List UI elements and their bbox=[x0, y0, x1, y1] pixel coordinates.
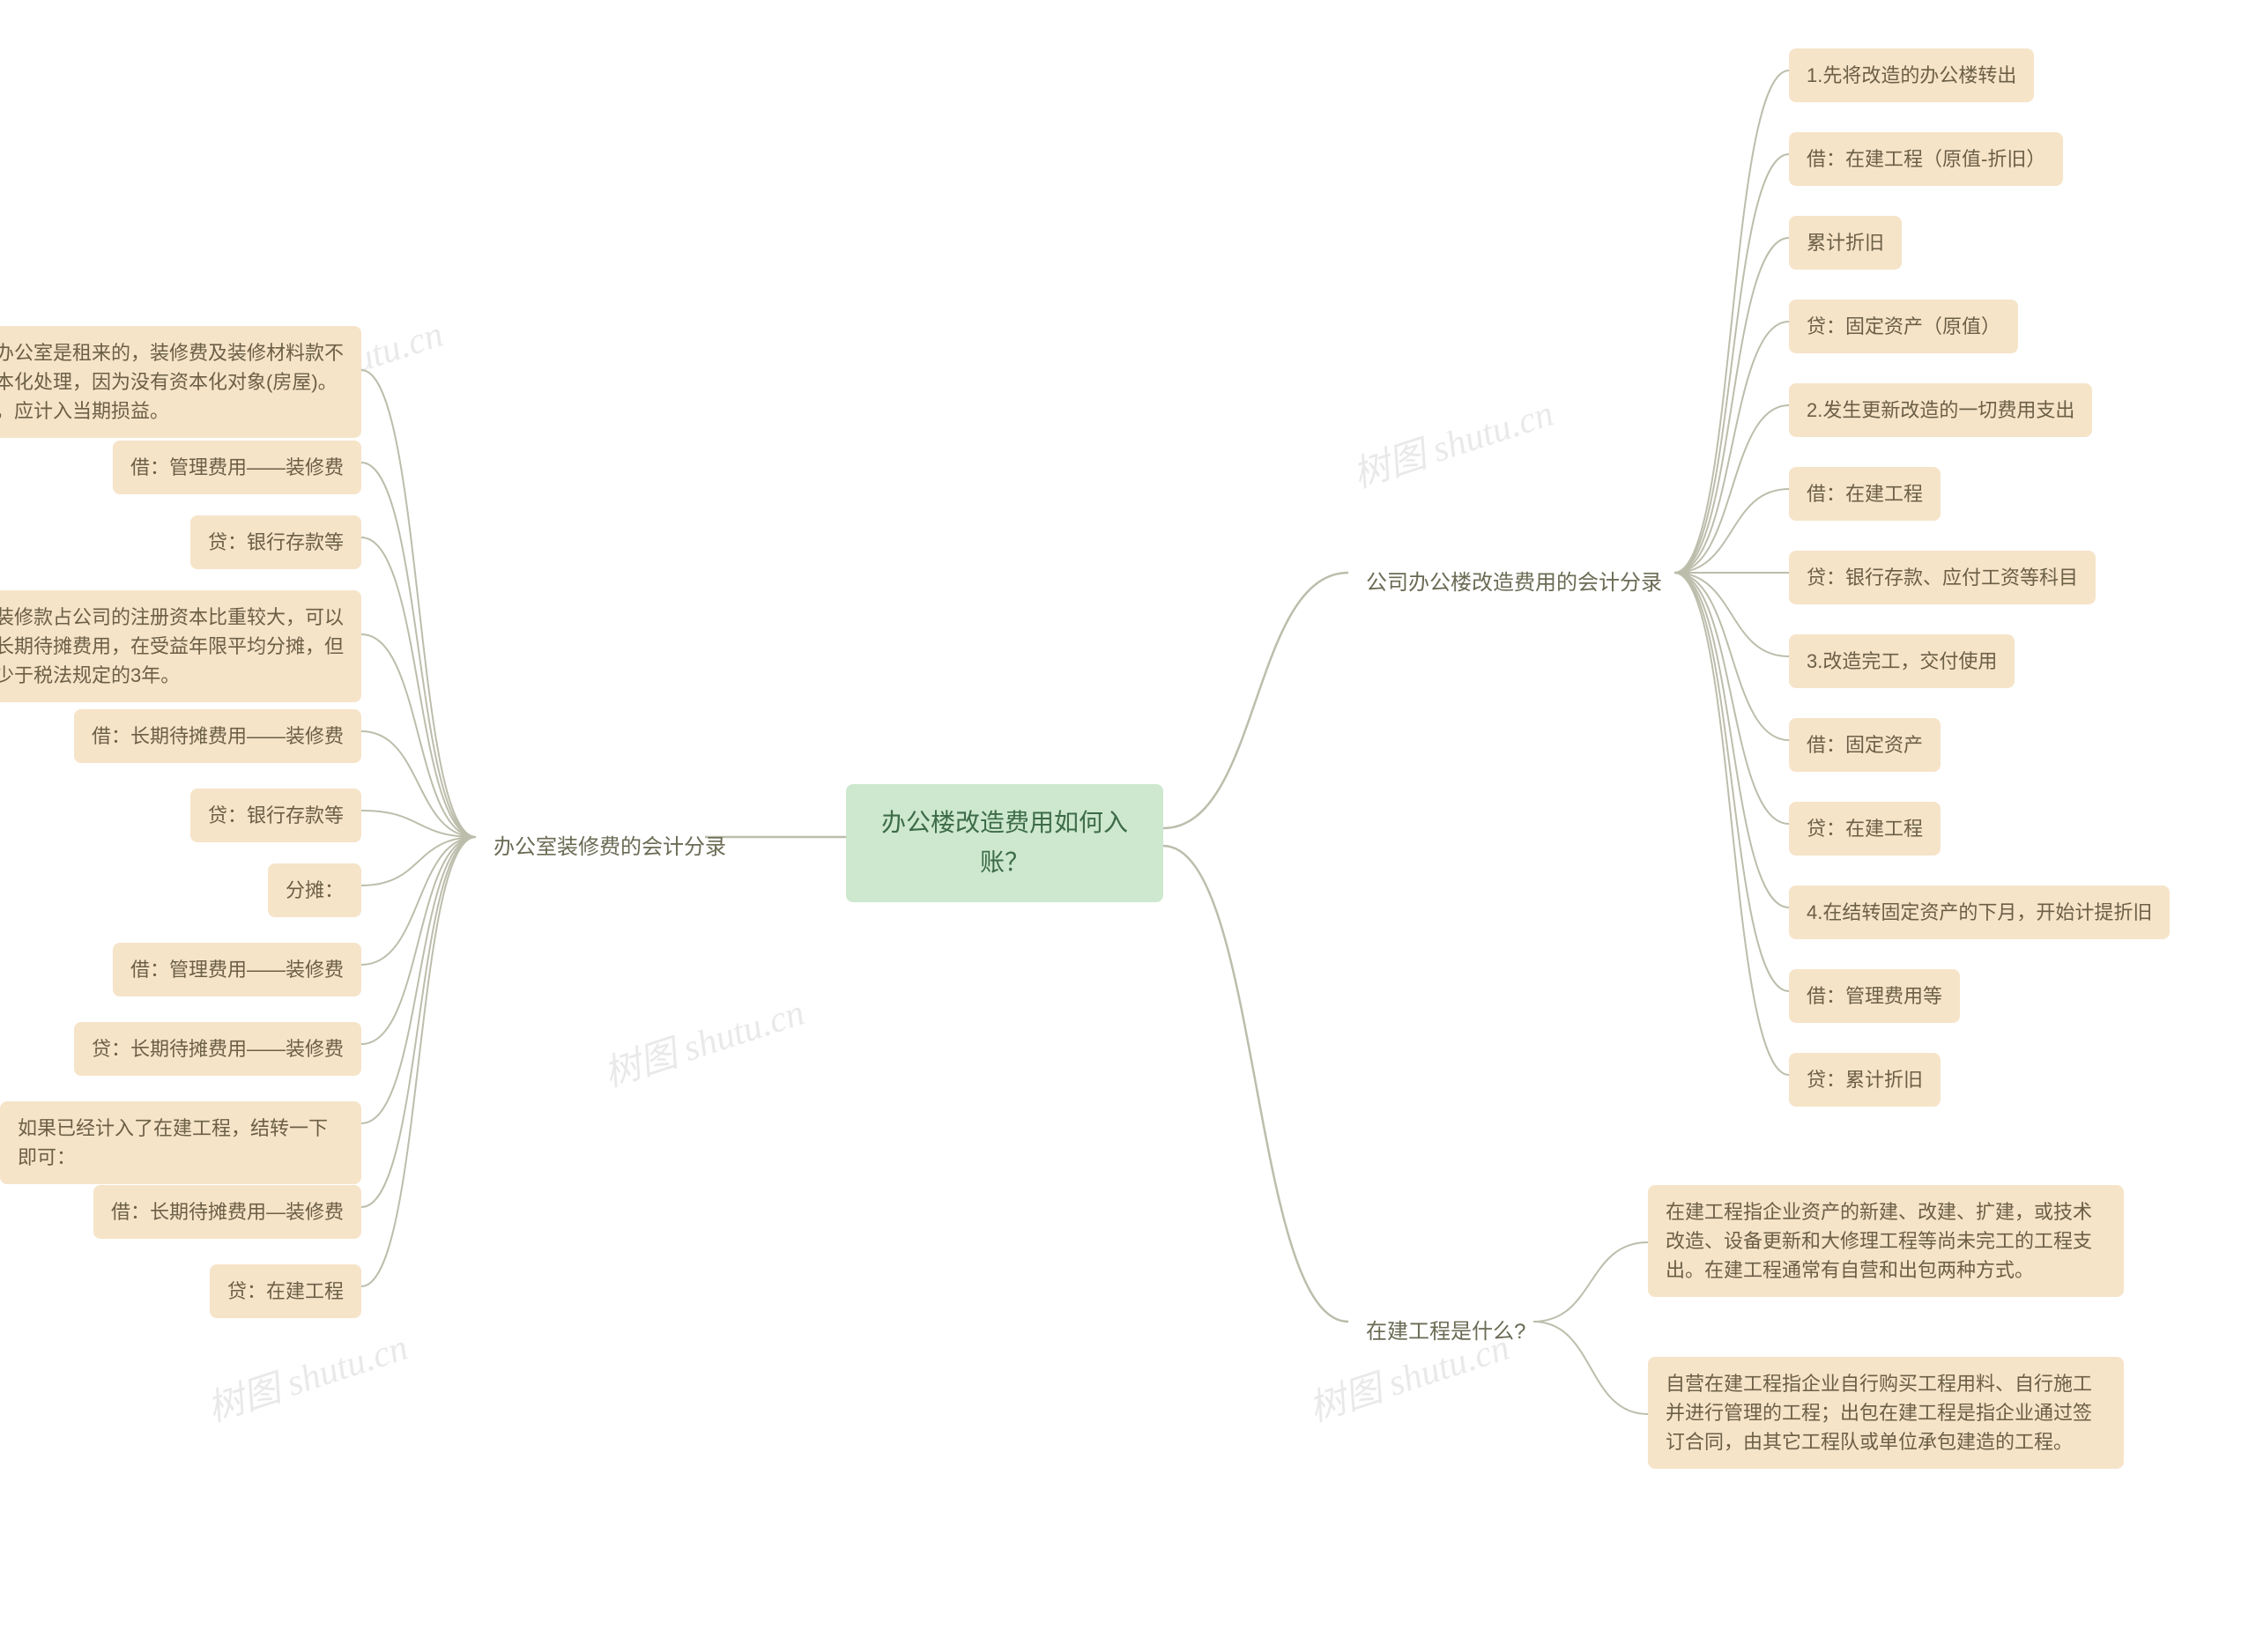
leaf-text: 4.在结转固定资产的下月，开始计提折旧 bbox=[1807, 898, 2152, 927]
leaf-text: 借：长期待摊费用——装修费 bbox=[92, 722, 344, 751]
leaf-r1-5: 借：在建工程 bbox=[1789, 467, 1941, 521]
leaf-text: 如果装修款占公司的注册资本比重较大，可以计入长期待摊费用，在受益年限平均分摊，但… bbox=[0, 603, 344, 690]
leaf-r1-2: 累计折旧 bbox=[1789, 216, 1902, 270]
leaf-text: 借：管理费用——装修费 bbox=[130, 453, 344, 482]
leaf-l1-1: 借：管理费用——装修费 bbox=[113, 441, 361, 494]
leaf-r1-1: 借：在建工程（原值-折旧） bbox=[1789, 132, 2063, 186]
leaf-r1-10: 4.在结转固定资产的下月，开始计提折旧 bbox=[1789, 885, 2170, 939]
leaf-text: 如果已经计入了在建工程，结转一下即可： bbox=[18, 1114, 344, 1172]
leaf-text: 贷：银行存款、应付工资等科目 bbox=[1807, 563, 2078, 592]
leaf-r1-0: 1.先将改造的办公楼转出 bbox=[1789, 48, 2034, 102]
branch-left1: 办公室装修费的会计分录 bbox=[476, 819, 744, 876]
leaf-text: 贷：累计折旧 bbox=[1807, 1065, 1923, 1094]
leaf-l1-9: 如果已经计入了在建工程，结转一下即可： bbox=[0, 1101, 361, 1184]
leaf-r1-8: 借：固定资产 bbox=[1789, 718, 1941, 772]
leaf-text: 借：管理费用等 bbox=[1807, 982, 1942, 1011]
leaf-text: 借：长期待摊费用—装修费 bbox=[111, 1197, 344, 1226]
leaf-l1-0: 如果办公室是租来的，装修费及装修材料款不能资本化处理，因为没有资本化对象(房屋)… bbox=[0, 326, 361, 438]
leaf-r2-1: 自营在建工程指企业自行购买工程用料、自行施工并进行管理的工程；出包在建工程是指企… bbox=[1648, 1357, 2124, 1469]
leaf-text: 贷：银行存款等 bbox=[208, 528, 344, 557]
leaf-text: 贷：长期待摊费用——装修费 bbox=[92, 1034, 344, 1063]
leaf-r1-12: 贷：累计折旧 bbox=[1789, 1053, 1941, 1107]
leaf-l1-11: 贷：在建工程 bbox=[210, 1264, 361, 1318]
leaf-l1-6: 分摊： bbox=[268, 863, 361, 917]
leaf-text: 1.先将改造的办公楼转出 bbox=[1807, 61, 2016, 90]
leaf-l1-2: 贷：银行存款等 bbox=[190, 515, 361, 569]
leaf-r1-3: 贷：固定资产（原值） bbox=[1789, 300, 2018, 353]
leaf-r1-9: 贷：在建工程 bbox=[1789, 802, 1941, 856]
leaf-l1-10: 借：长期待摊费用—装修费 bbox=[93, 1185, 361, 1239]
leaf-text: 如果办公室是租来的，装修费及装修材料款不能资本化处理，因为没有资本化对象(房屋)… bbox=[0, 338, 344, 426]
leaf-r1-4: 2.发生更新改造的一切费用支出 bbox=[1789, 383, 2092, 437]
leaf-text: 2.发生更新改造的一切费用支出 bbox=[1807, 396, 2074, 425]
leaf-text: 贷：在建工程 bbox=[1807, 814, 1923, 843]
leaf-r2-0: 在建工程指企业资产的新建、改建、扩建，或技术改造、设备更新和大修理工程等尚未完工… bbox=[1648, 1185, 2124, 1297]
leaf-r1-11: 借：管理费用等 bbox=[1789, 969, 1960, 1023]
leaf-text: 贷：固定资产（原值） bbox=[1807, 312, 2000, 341]
leaf-l1-5: 贷：银行存款等 bbox=[190, 789, 361, 842]
leaf-text: 借：固定资产 bbox=[1807, 730, 1923, 759]
branch-right2: 在建工程是什么? bbox=[1348, 1304, 1543, 1360]
leaf-text: 自营在建工程指企业自行购买工程用料、自行施工并进行管理的工程；出包在建工程是指企… bbox=[1666, 1369, 2106, 1456]
leaf-text: 在建工程指企业资产的新建、改建、扩建，或技术改造、设备更新和大修理工程等尚未完工… bbox=[1666, 1197, 2106, 1285]
leaf-r1-6: 贷：银行存款、应付工资等科目 bbox=[1789, 551, 2096, 604]
leaf-text: 分摊： bbox=[286, 876, 344, 905]
branch-label: 公司办公楼改造费用的会计分录 bbox=[1366, 567, 1662, 599]
leaf-text: 借：管理费用——装修费 bbox=[130, 955, 344, 984]
leaf-text: 累计折旧 bbox=[1807, 228, 1884, 257]
branch-right1: 公司办公楼改造费用的会计分录 bbox=[1348, 555, 1680, 611]
leaf-text: 贷：银行存款等 bbox=[208, 801, 344, 830]
leaf-text: 借：在建工程 bbox=[1807, 479, 1923, 508]
leaf-text: 借：在建工程（原值-折旧） bbox=[1807, 144, 2045, 174]
leaf-l1-7: 借：管理费用——装修费 bbox=[113, 943, 361, 996]
branch-label: 在建工程是什么? bbox=[1366, 1316, 1525, 1348]
mindmap-root: 办公楼改造费用如何入账？ bbox=[846, 784, 1163, 902]
leaf-text: 3.改造完工，交付使用 bbox=[1807, 647, 1997, 676]
leaf-text: 贷：在建工程 bbox=[227, 1277, 344, 1306]
leaf-l1-8: 贷：长期待摊费用——装修费 bbox=[74, 1022, 361, 1076]
branch-label: 办公室装修费的会计分录 bbox=[494, 832, 726, 863]
leaf-l1-4: 借：长期待摊费用——装修费 bbox=[74, 709, 361, 763]
leaf-l1-3: 如果装修款占公司的注册资本比重较大，可以计入长期待摊费用，在受益年限平均分摊，但… bbox=[0, 590, 361, 702]
leaf-r1-7: 3.改造完工，交付使用 bbox=[1789, 634, 2015, 688]
root-label: 办公楼改造费用如何入账？ bbox=[869, 804, 1140, 883]
